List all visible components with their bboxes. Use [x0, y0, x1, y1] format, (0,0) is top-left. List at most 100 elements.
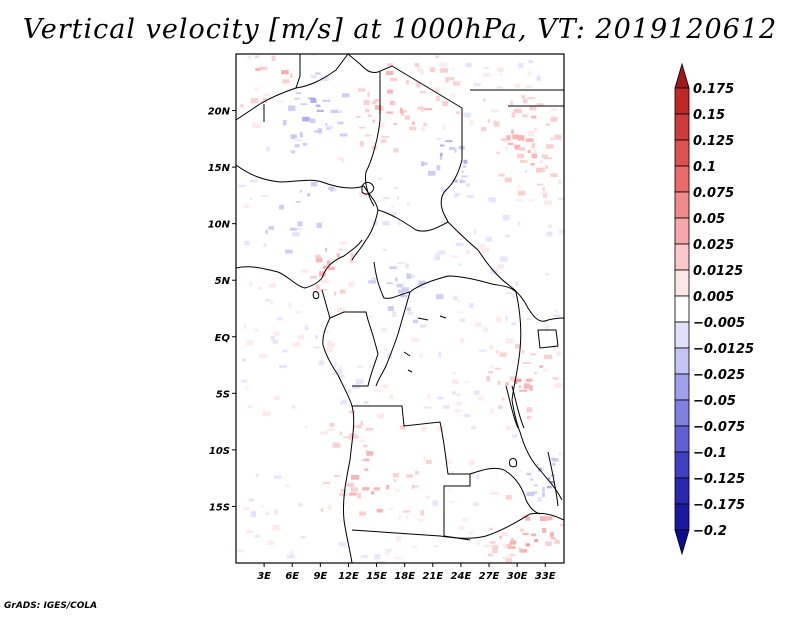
field-cell	[436, 165, 441, 171]
field-cell	[463, 112, 471, 118]
field-cell	[545, 273, 550, 276]
field-cell	[411, 121, 415, 125]
field-cell	[515, 281, 519, 286]
field-cell	[533, 372, 537, 375]
field-cell	[379, 106, 384, 112]
field-cell	[511, 129, 514, 134]
field-cell	[552, 377, 559, 380]
latitude-ticks: 20N 15N 10N 5N EQ 5S 10S 15S	[208, 107, 236, 513]
field-cell	[467, 195, 474, 198]
field-cell	[365, 427, 373, 431]
field-cell	[341, 399, 347, 405]
field-cell	[395, 489, 400, 492]
field-cell	[492, 545, 499, 549]
field-cell	[456, 393, 461, 396]
field-cell	[389, 266, 397, 269]
colorbar-swatch	[674, 321, 690, 349]
field-cell	[518, 147, 526, 151]
field-cell	[357, 493, 361, 499]
border-angola	[352, 405, 471, 541]
field-cell	[416, 81, 421, 88]
field-cell	[260, 505, 264, 508]
field-cell	[420, 510, 425, 516]
field-cell	[359, 192, 367, 197]
field-cell	[421, 106, 424, 112]
border-chad-libya	[347, 54, 463, 109]
field-cell	[417, 67, 422, 73]
field-cell	[508, 543, 512, 547]
lon-tick-label: 33E	[535, 571, 556, 582]
field-cell	[334, 291, 337, 296]
field-cell	[411, 337, 419, 342]
field-cell	[262, 411, 271, 417]
field-cell	[522, 98, 528, 104]
colorbar: 0.175 0.15 0.125 0.1 0.075 0.05 0.025 0.0125 0.0…	[674, 62, 754, 556]
field-cell	[400, 294, 408, 298]
lat-tick-label: 5S	[216, 389, 230, 400]
field-cell	[507, 546, 516, 549]
colorbar-swatch	[674, 269, 690, 297]
field-cell	[244, 323, 247, 330]
field-cell	[350, 253, 354, 258]
field-cell	[255, 68, 261, 71]
field-cell	[347, 56, 351, 59]
field-cell	[237, 549, 244, 553]
field-cell	[392, 311, 397, 317]
colorbar-level-label: −0.2	[693, 524, 727, 539]
field-cell	[348, 281, 355, 288]
field-cell	[462, 518, 468, 521]
field-cell	[542, 492, 545, 498]
field-cell	[274, 475, 282, 479]
field-cell	[248, 405, 253, 409]
field-cell	[497, 380, 501, 385]
field-cell	[469, 120, 474, 125]
field-cell	[552, 458, 559, 462]
field-cell	[270, 335, 275, 341]
field-cell	[313, 130, 321, 133]
field-cell	[322, 265, 328, 268]
field-cell	[310, 98, 317, 103]
field-cell	[489, 541, 496, 544]
field-cell	[300, 536, 306, 539]
field-cell	[465, 62, 472, 68]
field-cell	[550, 537, 556, 540]
field-cell	[478, 244, 485, 249]
field-cell	[503, 544, 507, 549]
field-cell	[385, 549, 392, 552]
field-cell	[388, 508, 394, 510]
field-cell	[386, 485, 389, 490]
colorbar-top-arrow	[674, 62, 690, 89]
field-cell	[537, 75, 541, 81]
lake-chad	[361, 181, 375, 195]
field-cell	[403, 110, 407, 113]
field-cell	[456, 401, 462, 406]
field-cell	[428, 170, 436, 176]
field-cell	[461, 175, 468, 178]
field-cell	[335, 369, 343, 375]
field-cell	[517, 190, 526, 196]
field-cell	[560, 523, 564, 527]
field-cell	[440, 220, 446, 224]
colorbar-swatch	[674, 113, 690, 141]
field-cell	[393, 557, 402, 559]
field-cell	[456, 299, 461, 302]
field-cell	[518, 547, 522, 553]
field-cell	[505, 544, 510, 548]
field-cell	[367, 114, 372, 118]
coastline-west	[236, 239, 363, 289]
lake-malawi	[547, 451, 559, 507]
field-cell	[254, 87, 258, 91]
field-cell	[548, 477, 551, 481]
field-cell	[468, 460, 475, 466]
field-cell	[442, 101, 448, 107]
field-cell	[246, 340, 253, 346]
field-cell	[292, 342, 301, 347]
field-cell	[294, 144, 300, 148]
border-congo	[329, 311, 379, 387]
field-cell	[389, 394, 393, 400]
field-cell	[261, 195, 269, 197]
field-cell	[473, 502, 479, 506]
field-cell	[337, 121, 344, 125]
field-cell	[558, 179, 562, 184]
field-cell	[448, 147, 455, 150]
